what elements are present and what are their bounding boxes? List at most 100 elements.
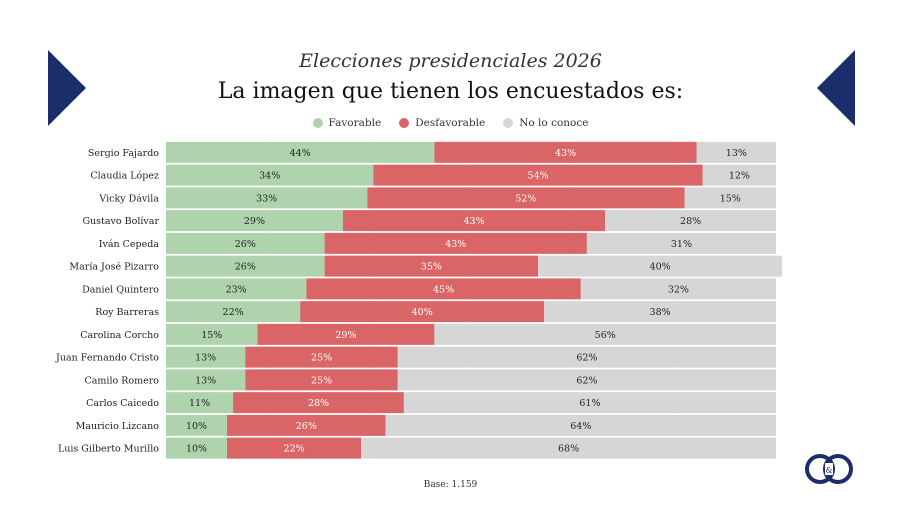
data-label-no-conoce: 32% <box>668 284 689 295</box>
data-label-favorable: 26% <box>235 239 256 250</box>
data-label-favorable: 13% <box>195 353 216 364</box>
data-label-no-conoce: 40% <box>650 262 671 273</box>
category-label: Carlos Caicedo <box>86 398 159 409</box>
bar-favorable <box>166 323 258 345</box>
bar-favorable <box>166 346 246 368</box>
data-label-no-conoce: 62% <box>576 375 597 386</box>
bar-favorable <box>166 414 227 436</box>
bar-no-conoce <box>538 255 783 277</box>
bar-favorable <box>166 187 368 209</box>
legend-label-desfavorable: Desfavorable <box>415 117 486 129</box>
bar-desfavorable <box>434 141 697 163</box>
data-label-desfavorable: 40% <box>412 307 433 318</box>
category-label: Roy Barreras <box>95 307 159 318</box>
category-label: Claudia López <box>90 171 159 182</box>
bar-no-conoce <box>361 437 776 459</box>
bar-favorable <box>166 437 227 459</box>
bar-no-conoce <box>385 414 776 436</box>
data-label-no-conoce: 68% <box>558 444 579 455</box>
data-label-no-conoce: 28% <box>680 216 701 227</box>
data-label-desfavorable: 52% <box>515 193 536 204</box>
bar-favorable <box>166 141 435 163</box>
bar-no-conoce <box>403 392 776 414</box>
data-label-desfavorable: 45% <box>433 284 454 295</box>
data-label-favorable: 29% <box>244 216 265 227</box>
bar-desfavorable <box>300 301 545 323</box>
data-label-no-conoce: 12% <box>729 171 750 182</box>
data-label-desfavorable: 26% <box>296 421 317 432</box>
legend-item-favorable: Favorable <box>312 117 382 129</box>
data-label-no-conoce: 61% <box>579 398 600 409</box>
data-label-favorable: 22% <box>223 307 244 318</box>
data-label-desfavorable: 43% <box>555 148 576 159</box>
bar-no-conoce <box>397 369 776 391</box>
bar-desfavorable <box>233 392 404 414</box>
chart-subtitle: Elecciones presidenciales 2026 <box>299 50 602 72</box>
bar-desfavorable <box>367 187 685 209</box>
data-label-desfavorable: 28% <box>308 398 329 409</box>
bar-no-conoce <box>544 301 776 323</box>
data-label-desfavorable: 25% <box>311 375 332 386</box>
bar-desfavorable <box>306 278 581 300</box>
brand-logo: & <box>805 454 853 484</box>
legend-swatch-favorable <box>312 118 323 128</box>
legend-label-favorable: Favorable <box>328 117 382 129</box>
data-label-desfavorable: 25% <box>311 353 332 364</box>
bar-desfavorable <box>324 255 539 277</box>
category-label: Mauricio Lizcano <box>76 421 160 432</box>
data-label-no-conoce: 62% <box>576 353 597 364</box>
legend-label-no-conoce: No lo conoce <box>519 117 589 129</box>
legend-item-desfavorable: Desfavorable <box>399 117 485 129</box>
data-label-no-conoce: 31% <box>671 239 692 250</box>
data-label-favorable: 11% <box>189 398 210 409</box>
data-label-desfavorable: 43% <box>463 216 484 227</box>
bar-favorable <box>166 278 307 300</box>
data-label-desfavorable: 54% <box>528 171 549 182</box>
right-arrow-decoration <box>817 50 855 126</box>
category-label: Iván Cepeda <box>99 239 160 250</box>
bar-no-conoce <box>684 187 776 209</box>
data-label-favorable: 13% <box>195 375 216 386</box>
bar-no-conoce <box>434 323 776 345</box>
bar-desfavorable <box>245 346 398 368</box>
data-label-favorable: 10% <box>186 444 207 455</box>
data-label-desfavorable: 29% <box>335 330 356 341</box>
data-label-no-conoce: 38% <box>650 307 671 318</box>
bar-favorable <box>166 301 301 323</box>
data-label-no-conoce: 13% <box>726 148 747 159</box>
category-label: Vicky Dávila <box>98 193 159 204</box>
data-label-favorable: 33% <box>256 193 277 204</box>
data-label-desfavorable: 35% <box>421 262 442 273</box>
chart-title: La imagen que tienen los encuestados es: <box>217 79 684 104</box>
category-label: Juan Fernando Cristo <box>55 353 159 364</box>
bar-favorable <box>166 210 343 232</box>
category-label: María José Pizarro <box>69 262 159 273</box>
bar-favorable <box>166 369 246 391</box>
svg-text:&: & <box>825 466 832 475</box>
bar-favorable <box>166 164 374 186</box>
legend-item-no-conoce: No lo conoce <box>503 117 588 129</box>
category-label: Luis Gilberto Murillo <box>58 444 159 455</box>
data-label-desfavorable: 22% <box>284 444 305 455</box>
category-label: Sergio Fajardo <box>88 148 159 159</box>
legend-swatch-desfavorable <box>399 118 410 128</box>
bar-favorable <box>166 392 234 414</box>
bar-favorable <box>166 255 325 277</box>
bar-desfavorable <box>227 414 386 436</box>
category-label: Daniel Quintero <box>82 284 159 295</box>
bar-no-conoce <box>397 346 776 368</box>
base-note: Base: 1.159 <box>423 480 478 490</box>
data-label-favorable: 23% <box>226 284 247 295</box>
legend-swatch-no-conoce <box>503 118 514 128</box>
data-label-no-conoce: 56% <box>595 330 616 341</box>
data-label-favorable: 44% <box>290 148 311 159</box>
data-label-no-conoce: 15% <box>720 193 741 204</box>
bar-no-conoce <box>586 232 776 254</box>
data-label-favorable: 15% <box>201 330 222 341</box>
category-label: Gustavo Bolívar <box>82 216 159 227</box>
left-arrow-decoration <box>48 50 86 126</box>
bar-desfavorable <box>373 164 703 186</box>
bar-desfavorable <box>342 210 606 232</box>
data-label-favorable: 34% <box>259 171 280 182</box>
